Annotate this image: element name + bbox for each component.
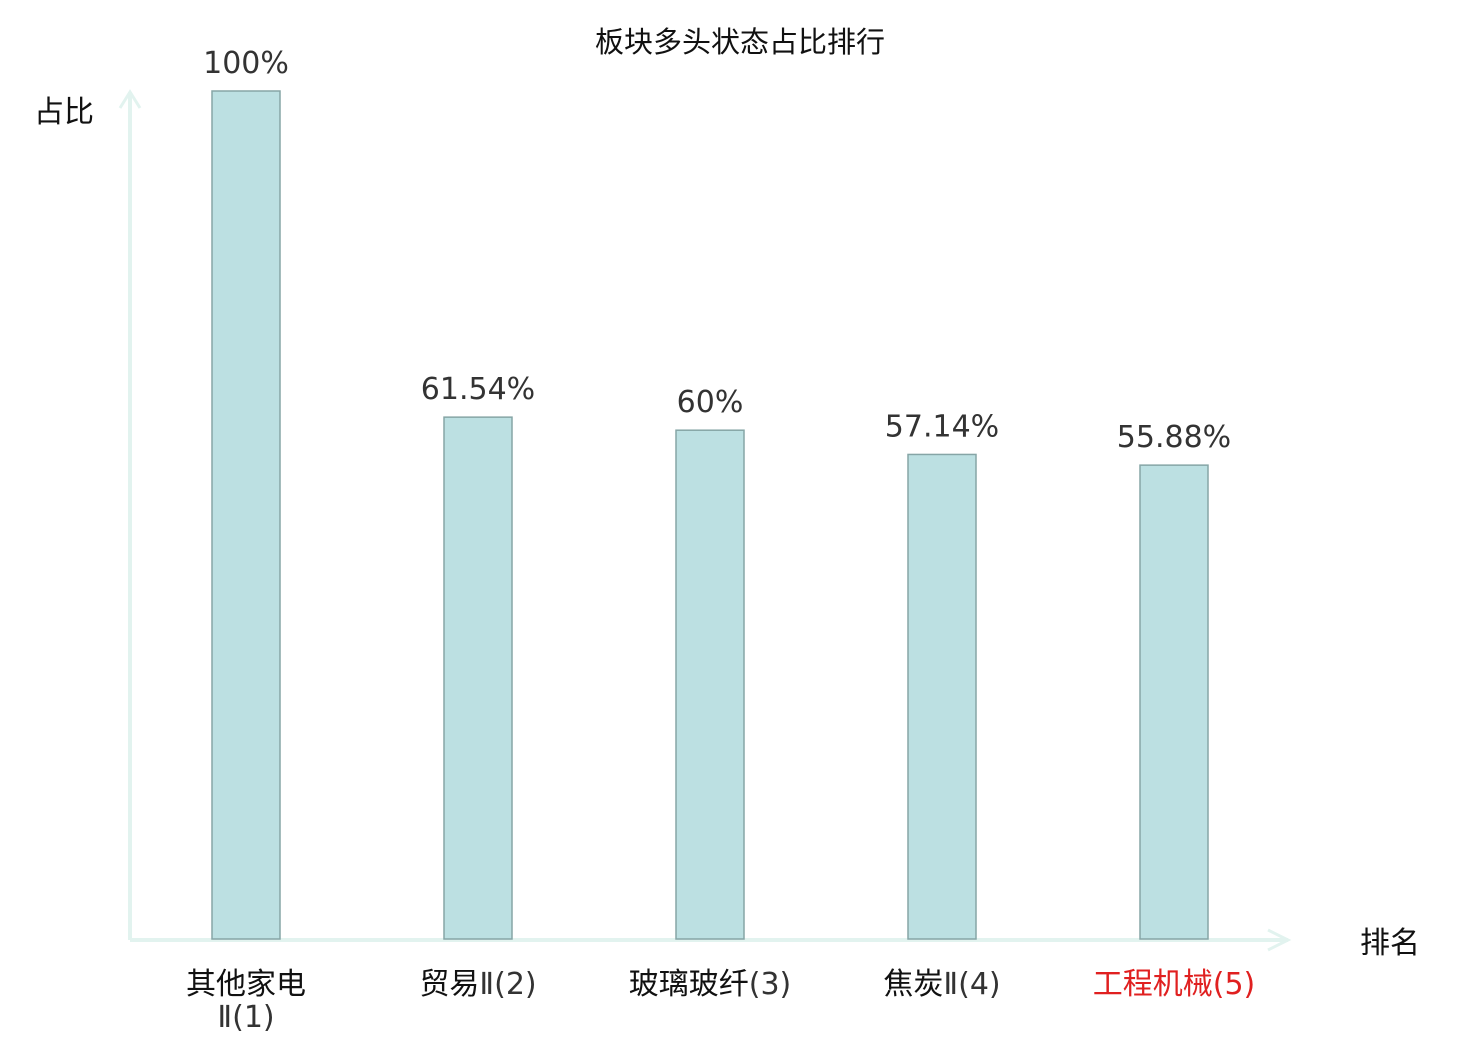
bar-value-label: 55.88% <box>1117 420 1231 455</box>
category-label: 玻璃玻纤(3) <box>629 967 792 1002</box>
category-label: 贸易Ⅱ(2) <box>419 967 536 1002</box>
bar <box>675 429 745 940</box>
category-label: 工程机械(5) <box>1093 967 1256 1002</box>
bar-value-label: 57.14% <box>885 409 999 444</box>
x-axis-arrow <box>1267 928 1292 952</box>
bar <box>1139 464 1209 940</box>
bar-value-label: 60% <box>677 385 744 420</box>
bar <box>907 453 977 940</box>
axes <box>118 89 1292 952</box>
bar <box>443 416 513 940</box>
bar <box>211 90 281 940</box>
y-axis-label: 占比 <box>34 95 94 130</box>
bar-value-label: 100% <box>203 46 289 81</box>
chart-title: 板块多头状态占比排行 <box>595 25 885 59</box>
category-label: 焦炭Ⅱ(4) <box>883 967 1000 1002</box>
bars-group <box>211 90 1209 940</box>
value-labels-group: 100% 61.54% 60% 57.14% 55.88% <box>203 46 1231 455</box>
y-axis-arrow <box>118 89 142 109</box>
x-axis-label: 排名 <box>1360 926 1420 961</box>
bar-value-label: 61.54% <box>421 372 535 407</box>
category-labels-group: 其他家电 Ⅱ(1) 贸易Ⅱ(2) 玻璃玻纤(3) 焦炭Ⅱ(4) 工程机械(5) <box>186 967 1255 1035</box>
category-label: 其他家电 Ⅱ(1) <box>186 967 306 1035</box>
